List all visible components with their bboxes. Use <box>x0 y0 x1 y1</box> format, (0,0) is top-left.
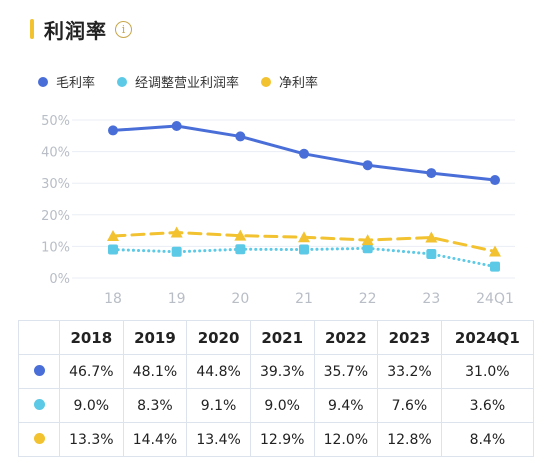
table-cell: 14.4% <box>122 422 188 457</box>
table-cell: 39.3% <box>249 354 315 389</box>
table-cell: 33.2% <box>377 354 442 389</box>
table-cell: 13.3% <box>59 422 124 457</box>
legend-net-dot <box>261 76 272 87</box>
x-tick-label: 18 <box>104 291 122 307</box>
table-header-cell: 2019 <box>122 320 188 355</box>
table-header-cell: 2022 <box>313 320 379 355</box>
y-tick-label: 10% <box>41 240 70 255</box>
y-tick-label: 20% <box>41 209 70 224</box>
table-cell: 12.8% <box>377 422 442 457</box>
y-tick-label: 0% <box>49 272 70 287</box>
legend-item-net[interactable]: 净利率 <box>261 72 318 91</box>
series-point-2 <box>170 226 183 238</box>
adjusted-marker-dot <box>33 398 45 410</box>
x-tick-label: 22 <box>359 291 377 307</box>
series-point-0 <box>299 148 309 159</box>
series-point-2 <box>107 229 119 241</box>
series-point-0 <box>490 175 500 186</box>
table-cell: 9.0% <box>59 388 124 423</box>
gross-marker-dot <box>33 364 45 376</box>
table-cell: 8.3% <box>122 388 188 423</box>
series-point-1 <box>490 261 500 272</box>
series-point-1 <box>299 244 309 255</box>
row-marker-cell <box>18 422 60 457</box>
x-tick-label: 20 <box>231 291 249 307</box>
info-icon[interactable]: i <box>115 20 132 38</box>
series-point-1 <box>362 243 373 254</box>
series-point-0 <box>426 168 437 179</box>
table-cell: 46.7% <box>59 354 124 389</box>
x-tick-label: 21 <box>295 291 313 307</box>
series-point-1 <box>108 244 118 255</box>
series-point-0 <box>362 160 373 171</box>
series-point-2 <box>298 231 310 243</box>
chart-legend: 毛利率 经调整营业利润率 净利率 <box>38 72 340 91</box>
legend-gross-label: 毛利率 <box>56 76 96 91</box>
series-point-2 <box>425 231 438 243</box>
y-tick-label: 30% <box>41 177 70 192</box>
series-point-0 <box>108 125 118 136</box>
y-tick-label: 40% <box>41 146 70 161</box>
table-header-cell: 2021 <box>249 320 315 355</box>
page-title: 利润率 <box>44 18 107 43</box>
series-point-2 <box>361 234 374 246</box>
legend-gross-dot <box>38 76 48 87</box>
table-corner <box>18 320 60 355</box>
x-tick-label: 24Q1 <box>476 291 514 307</box>
line-chart: 0% 10% 20% 30% 40% 50% 18 19 20 21 22 23 24Q1 <box>41 114 515 307</box>
table-header-cell: 2020 <box>186 320 251 355</box>
data-table: 2018 2019 2020 2021 2022 2023 2024Q1 46.… <box>18 320 535 457</box>
table-cell: 31.0% <box>440 354 535 389</box>
series-point-2 <box>489 245 501 257</box>
legend-adjusted-label: 经调整营业利润率 <box>135 76 240 91</box>
table-cell: 3.6% <box>440 388 535 423</box>
table-cell: 44.8% <box>186 354 251 389</box>
series-point-1 <box>235 244 246 255</box>
y-tick-label: 50% <box>41 114 70 129</box>
table-cell: 8.4% <box>440 422 535 457</box>
table-header-cell: 2024Q1 <box>440 320 535 355</box>
x-tick-label: 23 <box>422 291 440 307</box>
row-marker-cell <box>18 354 60 389</box>
legend-item-adjusted[interactable]: 经调整营业利润率 <box>117 72 239 91</box>
table-cell: 12.0% <box>313 422 379 457</box>
legend-item-gross[interactable]: 毛利率 <box>38 72 95 91</box>
table-cell: 7.6% <box>377 388 442 423</box>
table-header-cell: 2018 <box>59 320 124 355</box>
table-header-row: 2018 2019 2020 2021 2022 2023 2024Q1 <box>18 320 535 355</box>
table-row-gross: 46.7% 48.1% 44.8% 39.3% 35.7% 33.2% 31.0… <box>18 354 535 389</box>
chart-header: 利润率 i <box>30 14 132 44</box>
series-point-1 <box>426 248 437 259</box>
table-cell: 9.4% <box>313 388 379 423</box>
table-row-net: 13.3% 14.4% 13.4% 12.9% 12.0% 12.8% 8.4% <box>18 422 535 457</box>
table-cell: 48.1% <box>122 354 188 389</box>
table-cell: 9.0% <box>249 388 315 423</box>
table-cell: 35.7% <box>313 354 379 389</box>
table-row-adjusted: 9.0% 8.3% 9.1% 9.0% 9.4% 7.6% 3.6% <box>18 388 535 423</box>
series-point-2 <box>234 229 247 241</box>
table-header-cell: 2023 <box>377 320 442 355</box>
series-point-0 <box>235 131 246 142</box>
series-point-1 <box>171 246 182 257</box>
table-cell: 9.1% <box>186 388 251 423</box>
series-point-0 <box>171 121 182 132</box>
table-cell: 13.4% <box>186 422 251 457</box>
legend-net-label: 净利率 <box>279 76 319 91</box>
table-cell: 12.9% <box>249 422 315 457</box>
legend-adjusted-dot <box>117 76 128 87</box>
net-marker-dot <box>33 432 45 444</box>
title-accent-bar <box>30 19 34 39</box>
row-marker-cell <box>18 388 60 423</box>
x-tick-label: 19 <box>168 291 186 307</box>
